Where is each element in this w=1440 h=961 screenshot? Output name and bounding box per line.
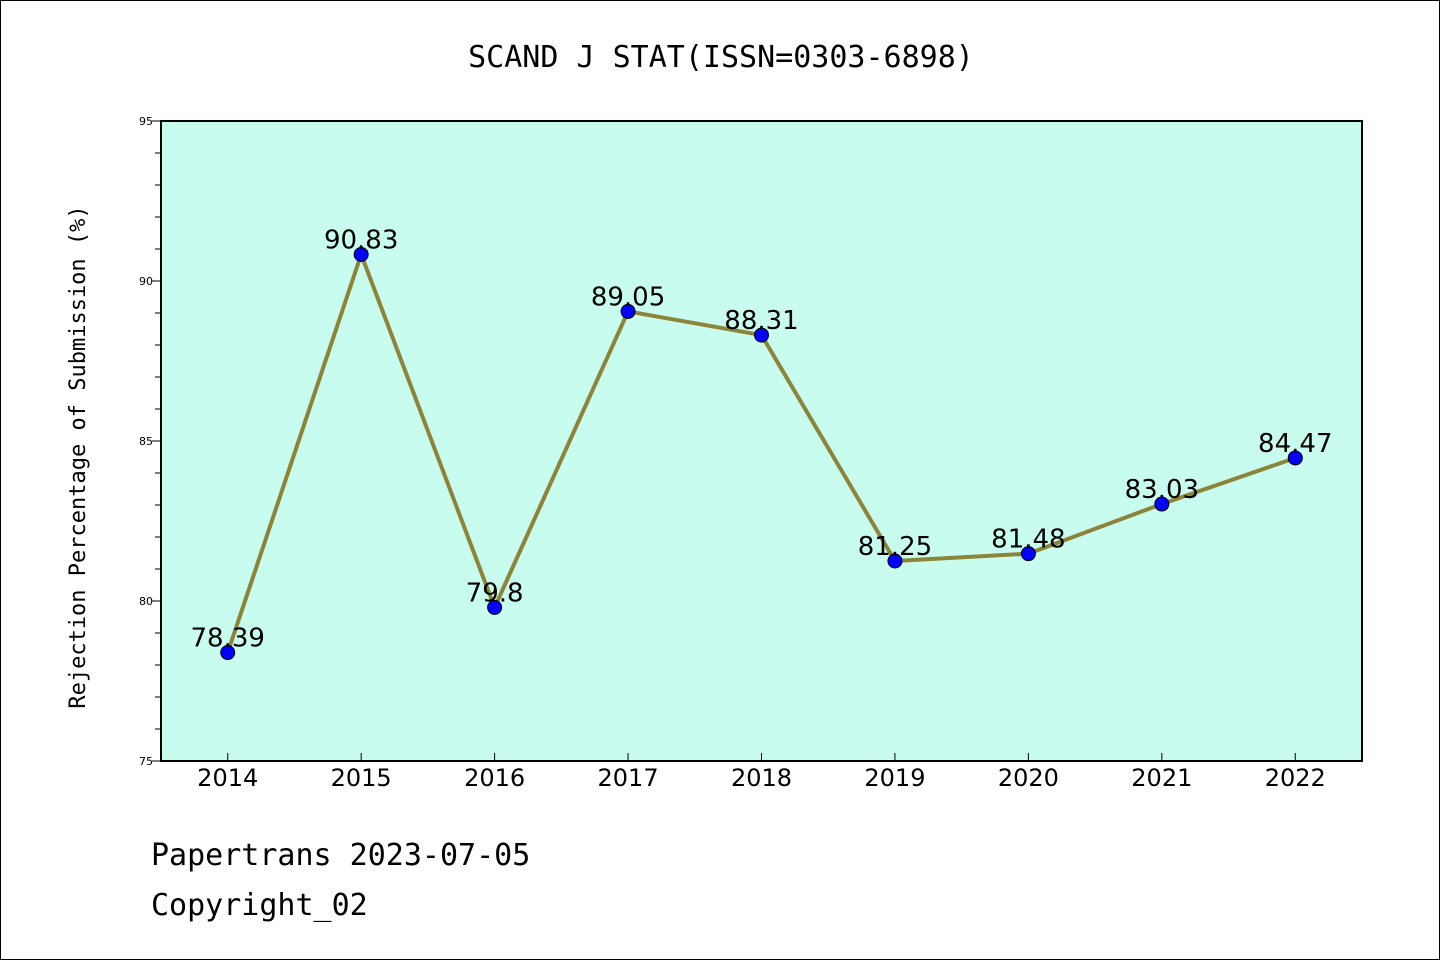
y-axis-label: Rejection Percentage of Submission (%)	[66, 205, 91, 708]
data-point	[487, 599, 503, 615]
plot-area	[160, 120, 1363, 762]
x-tick-label: 2020	[998, 764, 1059, 792]
data-point	[1154, 496, 1170, 512]
data-points	[220, 246, 1303, 661]
y-tick-label: 95	[139, 115, 153, 128]
x-tick-label: 2016	[464, 764, 525, 792]
x-tick-label: 2022	[1265, 764, 1326, 792]
data-point	[754, 327, 769, 343]
data-point	[1287, 450, 1303, 466]
data-label: 81.48	[991, 525, 1065, 555]
data-labels: 78.39 90.83 79.8 89.05 88.31 81.25 81.48 83.03 8…	[191, 225, 1333, 653]
data-label: 81.25	[858, 532, 932, 562]
x-tick-label: 2021	[1131, 764, 1192, 792]
chart-title: SCAND J STAT(ISSN=0303-6898)	[468, 40, 974, 75]
x-axis: 2014 2015 2016 2017 2018 2019 2020 2021 2022	[197, 753, 1326, 792]
data-label: 84.47	[1258, 429, 1332, 459]
data-label: 78.39	[191, 624, 265, 654]
data-point	[620, 303, 636, 319]
data-label: 90.83	[324, 225, 398, 255]
footer-copyright: Copyright_02	[151, 888, 368, 923]
data-label: 79.8	[466, 578, 524, 608]
data-label: 89.05	[591, 282, 665, 312]
x-tick-label: 2014	[197, 764, 258, 792]
y-axis: 75 80 85 90 95	[139, 115, 161, 768]
footer-date: Papertrans 2023-07-05	[151, 838, 530, 873]
x-tick-label: 2017	[598, 764, 659, 792]
x-tick-label: 2015	[331, 764, 392, 792]
x-tick-label: 2019	[864, 764, 925, 792]
y-tick-label: 75	[139, 755, 153, 768]
y-tick-label: 90	[139, 275, 153, 288]
y-tick-label: 85	[139, 435, 153, 448]
y-tick-label: 80	[139, 595, 153, 608]
data-point	[887, 553, 903, 569]
data-point	[1020, 546, 1036, 562]
data-label: 88.31	[724, 306, 798, 336]
data-label: 83.03	[1125, 475, 1199, 505]
data-point	[220, 645, 236, 661]
x-tick-label: 2018	[731, 764, 792, 792]
data-point	[353, 246, 369, 262]
